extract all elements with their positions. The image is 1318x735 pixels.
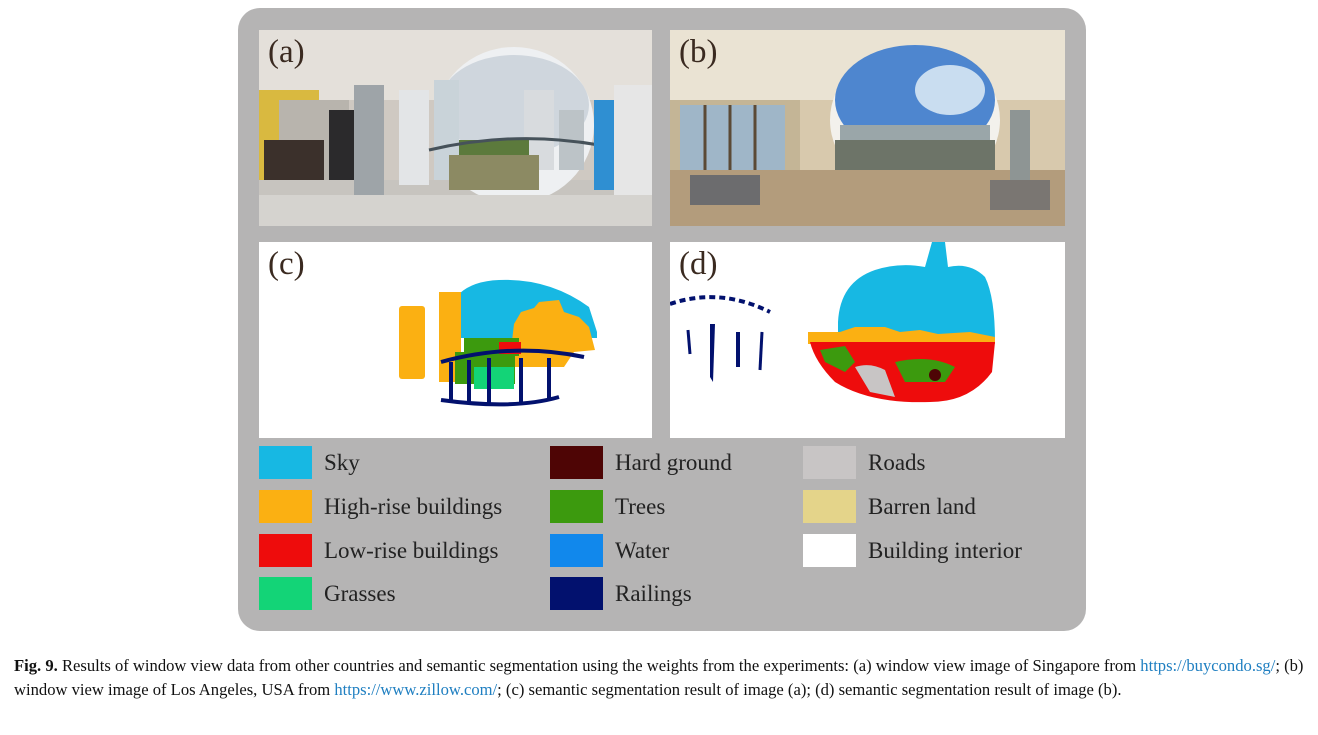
figure-number: Fig. 9.	[14, 656, 58, 675]
legend-swatch	[803, 446, 856, 479]
legend-label: Railings	[615, 581, 692, 606]
panel-d-segmentation: (d)	[670, 242, 1065, 438]
legend-label: Building interior	[868, 538, 1022, 563]
panel-b-label: (b)	[679, 34, 718, 70]
legend-swatch	[259, 446, 312, 479]
legend-swatch	[550, 446, 603, 479]
legend-label: Roads	[868, 450, 926, 475]
figure-frame: (a) (b)	[238, 8, 1086, 631]
panel-d-label: (d)	[679, 246, 718, 282]
panel-a-photo: (a)	[259, 30, 652, 226]
caption-text: ; (c) semantic segmentation result of im…	[497, 680, 1122, 699]
panel-a-label: (a)	[268, 34, 305, 70]
legend-swatch	[550, 577, 603, 610]
caption-text: ; (b) window view image of Los Angeles, …	[14, 656, 1304, 699]
panel-c-segmentation: (c)	[259, 242, 652, 438]
legend-swatch	[259, 534, 312, 567]
caption-link-buycondo[interactable]: https://buycondo.sg/	[1140, 656, 1276, 675]
panel-b-image	[670, 30, 1065, 226]
legend-label: High-rise buildings	[324, 494, 503, 519]
legend-label: Water	[615, 538, 670, 563]
legend-label: Sky	[324, 450, 360, 475]
legend-swatch	[803, 490, 856, 523]
figure-caption: Fig. 9. Results of window view data from…	[14, 654, 1310, 702]
legend-label: Barren land	[868, 494, 976, 519]
legend-swatch	[550, 534, 603, 567]
panel-b-photo: (b)	[670, 30, 1065, 226]
legend-swatch	[550, 490, 603, 523]
caption-link-zillow[interactable]: https://www.zillow.com/	[334, 680, 498, 699]
panel-d-image	[670, 242, 1065, 438]
panel-a-image	[259, 30, 652, 226]
panel-c-label: (c)	[268, 246, 305, 282]
legend-swatch	[259, 577, 312, 610]
legend-label: Grasses	[324, 581, 396, 606]
legend-label: Hard ground	[615, 450, 732, 475]
legend-swatch	[259, 490, 312, 523]
caption-text: Results of window view data from other c…	[57, 656, 1141, 675]
legend-label: Low-rise buildings	[324, 538, 499, 563]
legend-label: Trees	[615, 494, 666, 519]
legend-swatch	[803, 534, 856, 567]
panel-c-image	[259, 242, 652, 438]
